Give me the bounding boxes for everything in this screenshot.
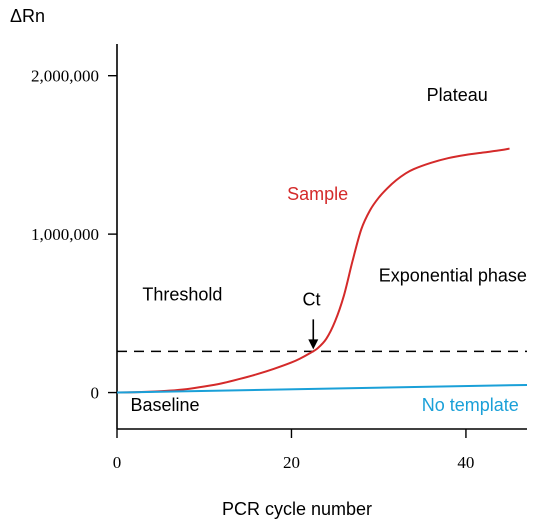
threshold-layer xyxy=(117,319,527,353)
annotation-ct: Ct xyxy=(303,289,321,309)
annotation-exponential-phase: Exponential phase xyxy=(379,266,527,286)
x-tick-label: 40 xyxy=(457,453,474,472)
annotation-threshold: Threshold xyxy=(142,285,222,305)
annotation-layer: Plateau Sample Exponential phase Threshold C… xyxy=(130,85,526,415)
y-axis-label: ΔRn xyxy=(10,6,45,26)
y-tick-label: 0 xyxy=(91,384,100,403)
y-tick-label: 2,000,000 xyxy=(31,67,99,86)
series-line-no-template xyxy=(116,383,528,394)
annotation-baseline: Baseline xyxy=(130,395,199,415)
series-line-sample xyxy=(116,147,510,394)
annotation-plateau: Plateau xyxy=(427,85,488,105)
annotation-sample: Sample xyxy=(287,184,348,204)
tick-marks: 0 1,000,000 2,000,000 0 20 40 xyxy=(31,67,474,472)
series-layer xyxy=(116,147,528,394)
y-tick-label: 1,000,000 xyxy=(31,225,99,244)
x-axis-label: PCR cycle number xyxy=(222,499,372,519)
ct-arrow-head xyxy=(308,339,319,350)
x-tick-label: 20 xyxy=(283,453,300,472)
x-tick-label: 0 xyxy=(113,453,122,472)
axes xyxy=(116,44,527,430)
annotation-no-template: No template xyxy=(422,395,519,415)
